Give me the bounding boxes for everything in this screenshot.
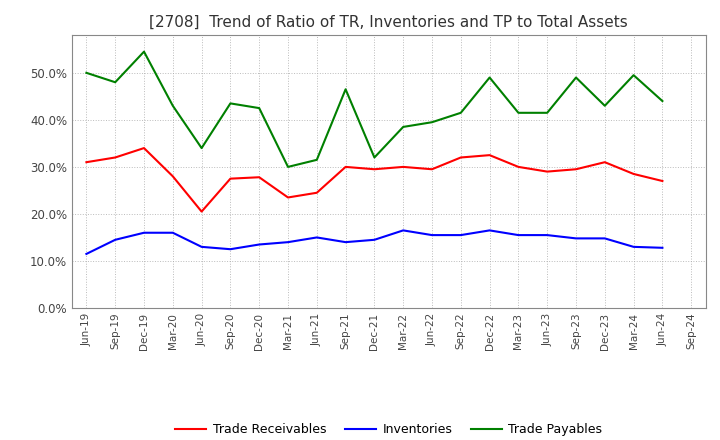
- Title: [2708]  Trend of Ratio of TR, Inventories and TP to Total Assets: [2708] Trend of Ratio of TR, Inventories…: [150, 15, 628, 30]
- Trade Receivables: [658, 178, 667, 183]
- Inventories: [197, 244, 206, 249]
- Trade Payables: [399, 124, 408, 129]
- Inventories: [399, 228, 408, 233]
- Inventories: [341, 239, 350, 245]
- Trade Receivables: [600, 160, 609, 165]
- Trade Receivables: [456, 155, 465, 160]
- Trade Payables: [255, 106, 264, 111]
- Trade Payables: [629, 73, 638, 78]
- Trade Payables: [370, 155, 379, 160]
- Inventories: [485, 228, 494, 233]
- Trade Payables: [140, 49, 148, 54]
- Trade Receivables: [226, 176, 235, 181]
- Trade Payables: [428, 120, 436, 125]
- Trade Receivables: [312, 190, 321, 195]
- Inventories: [572, 236, 580, 241]
- Inventories: [140, 230, 148, 235]
- Trade Payables: [543, 110, 552, 115]
- Trade Payables: [168, 103, 177, 108]
- Inventories: [226, 246, 235, 252]
- Inventories: [312, 235, 321, 240]
- Trade Receivables: [284, 195, 292, 200]
- Trade Payables: [456, 110, 465, 115]
- Trade Receivables: [572, 167, 580, 172]
- Inventories: [370, 237, 379, 242]
- Inventories: [456, 232, 465, 238]
- Inventories: [428, 232, 436, 238]
- Trade Payables: [514, 110, 523, 115]
- Trade Payables: [284, 164, 292, 169]
- Inventories: [168, 230, 177, 235]
- Legend: Trade Receivables, Inventories, Trade Payables: Trade Receivables, Inventories, Trade Pa…: [170, 418, 608, 440]
- Trade Receivables: [168, 174, 177, 179]
- Trade Receivables: [111, 155, 120, 160]
- Trade Payables: [600, 103, 609, 108]
- Trade Receivables: [428, 167, 436, 172]
- Trade Receivables: [82, 160, 91, 165]
- Inventories: [629, 244, 638, 249]
- Trade Receivables: [543, 169, 552, 174]
- Trade Receivables: [485, 153, 494, 158]
- Trade Payables: [312, 157, 321, 162]
- Inventories: [658, 245, 667, 250]
- Trade Payables: [485, 75, 494, 80]
- Inventories: [255, 242, 264, 247]
- Line: Trade Payables: Trade Payables: [86, 51, 662, 167]
- Inventories: [543, 232, 552, 238]
- Trade Receivables: [255, 175, 264, 180]
- Trade Receivables: [140, 146, 148, 151]
- Inventories: [284, 239, 292, 245]
- Inventories: [111, 237, 120, 242]
- Line: Inventories: Inventories: [86, 231, 662, 254]
- Inventories: [600, 236, 609, 241]
- Trade Payables: [111, 80, 120, 85]
- Trade Payables: [341, 87, 350, 92]
- Trade Receivables: [514, 164, 523, 169]
- Inventories: [514, 232, 523, 238]
- Trade Receivables: [629, 171, 638, 176]
- Trade Receivables: [341, 164, 350, 169]
- Trade Payables: [197, 146, 206, 151]
- Trade Receivables: [370, 167, 379, 172]
- Trade Payables: [572, 75, 580, 80]
- Inventories: [82, 251, 91, 257]
- Trade Payables: [82, 70, 91, 76]
- Line: Trade Receivables: Trade Receivables: [86, 148, 662, 212]
- Trade Receivables: [399, 164, 408, 169]
- Trade Payables: [226, 101, 235, 106]
- Trade Receivables: [197, 209, 206, 214]
- Trade Payables: [658, 99, 667, 104]
